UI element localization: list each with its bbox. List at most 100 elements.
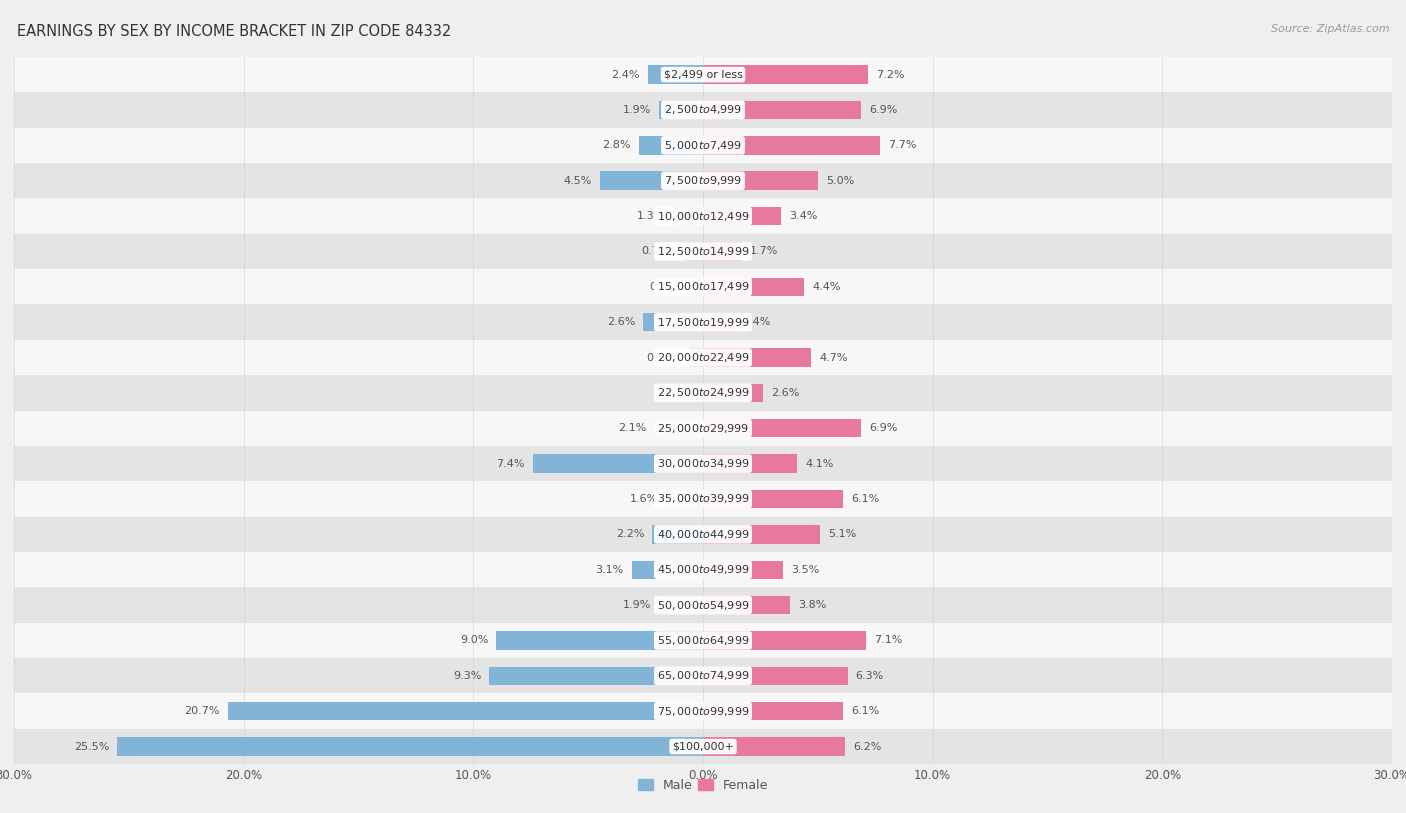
- Text: 0.44%: 0.44%: [650, 282, 685, 292]
- Text: $75,000 to $99,999: $75,000 to $99,999: [657, 705, 749, 718]
- Bar: [703, 101, 862, 120]
- Bar: [496, 631, 703, 650]
- Bar: [631, 560, 703, 579]
- Text: 3.8%: 3.8%: [799, 600, 827, 610]
- Text: $45,000 to $49,999: $45,000 to $49,999: [657, 563, 749, 576]
- Bar: [14, 92, 1392, 128]
- Text: $5,000 to $7,499: $5,000 to $7,499: [664, 139, 742, 152]
- Text: 1.3%: 1.3%: [637, 211, 665, 221]
- Bar: [644, 313, 703, 332]
- Text: $15,000 to $17,499: $15,000 to $17,499: [657, 280, 749, 293]
- Text: 4.7%: 4.7%: [818, 353, 848, 363]
- Bar: [690, 348, 703, 367]
- Bar: [14, 517, 1392, 552]
- Bar: [693, 277, 703, 296]
- Text: Source: ZipAtlas.com: Source: ZipAtlas.com: [1271, 24, 1389, 34]
- Text: $50,000 to $54,999: $50,000 to $54,999: [657, 598, 749, 611]
- Text: 7.7%: 7.7%: [887, 141, 917, 150]
- Text: $100,000+: $100,000+: [672, 741, 734, 751]
- Text: $7,500 to $9,999: $7,500 to $9,999: [664, 174, 742, 187]
- Text: 3.1%: 3.1%: [596, 565, 624, 575]
- Bar: [14, 340, 1392, 375]
- Text: 2.4%: 2.4%: [612, 70, 640, 80]
- Bar: [14, 446, 1392, 481]
- Bar: [655, 419, 703, 437]
- Bar: [638, 136, 703, 154]
- Bar: [673, 207, 703, 225]
- Bar: [14, 163, 1392, 198]
- Text: $2,499 or less: $2,499 or less: [664, 70, 742, 80]
- Text: 0.78%: 0.78%: [641, 246, 678, 256]
- Bar: [14, 693, 1392, 729]
- Text: 9.0%: 9.0%: [460, 636, 488, 646]
- Text: $30,000 to $34,999: $30,000 to $34,999: [657, 457, 749, 470]
- Text: $35,000 to $39,999: $35,000 to $39,999: [657, 493, 749, 506]
- Bar: [703, 242, 742, 261]
- Bar: [14, 198, 1392, 234]
- Text: $12,500 to $14,999: $12,500 to $14,999: [657, 245, 749, 258]
- Bar: [14, 659, 1392, 693]
- Bar: [14, 376, 1392, 411]
- Text: 6.3%: 6.3%: [856, 671, 884, 680]
- Text: 25.5%: 25.5%: [75, 741, 110, 751]
- Bar: [685, 242, 703, 261]
- Bar: [14, 269, 1392, 304]
- Bar: [14, 57, 1392, 92]
- Bar: [228, 702, 703, 720]
- Text: 3.4%: 3.4%: [789, 211, 817, 221]
- Bar: [14, 233, 1392, 269]
- Bar: [652, 525, 703, 544]
- Bar: [599, 172, 703, 190]
- Bar: [14, 587, 1392, 623]
- Bar: [14, 552, 1392, 587]
- Bar: [703, 525, 820, 544]
- Text: 0.1%: 0.1%: [665, 388, 693, 398]
- Legend: Male, Female: Male, Female: [633, 774, 773, 797]
- Text: 6.2%: 6.2%: [853, 741, 882, 751]
- Text: $55,000 to $64,999: $55,000 to $64,999: [657, 634, 749, 647]
- Text: EARNINGS BY SEX BY INCOME BRACKET IN ZIP CODE 84332: EARNINGS BY SEX BY INCOME BRACKET IN ZIP…: [17, 24, 451, 39]
- Text: $2,500 to $4,999: $2,500 to $4,999: [664, 103, 742, 116]
- Text: 0.58%: 0.58%: [647, 353, 682, 363]
- Text: 4.5%: 4.5%: [564, 176, 592, 185]
- Text: 7.4%: 7.4%: [496, 459, 524, 468]
- Bar: [703, 136, 880, 154]
- Text: $10,000 to $12,499: $10,000 to $12,499: [657, 210, 749, 223]
- Bar: [703, 348, 811, 367]
- Text: 4.4%: 4.4%: [813, 282, 841, 292]
- Bar: [659, 596, 703, 615]
- Text: 5.1%: 5.1%: [828, 529, 856, 539]
- Text: 6.9%: 6.9%: [869, 424, 898, 433]
- Bar: [703, 313, 735, 332]
- Bar: [703, 667, 848, 685]
- Text: 5.0%: 5.0%: [825, 176, 853, 185]
- Bar: [14, 729, 1392, 764]
- Bar: [666, 489, 703, 508]
- Bar: [14, 481, 1392, 517]
- Bar: [533, 454, 703, 473]
- Text: 6.1%: 6.1%: [851, 706, 879, 716]
- Bar: [14, 623, 1392, 659]
- Bar: [14, 411, 1392, 446]
- Text: $17,500 to $19,999: $17,500 to $19,999: [657, 315, 749, 328]
- Text: 1.4%: 1.4%: [744, 317, 772, 327]
- Bar: [703, 631, 866, 650]
- Text: $22,500 to $24,999: $22,500 to $24,999: [657, 386, 749, 399]
- Text: 7.1%: 7.1%: [875, 636, 903, 646]
- Text: $25,000 to $29,999: $25,000 to $29,999: [657, 422, 749, 435]
- Text: 3.5%: 3.5%: [792, 565, 820, 575]
- Text: 1.7%: 1.7%: [749, 246, 779, 256]
- Text: 20.7%: 20.7%: [184, 706, 219, 716]
- Text: 6.1%: 6.1%: [851, 494, 879, 504]
- Text: 7.2%: 7.2%: [876, 70, 905, 80]
- Bar: [703, 207, 782, 225]
- Bar: [14, 128, 1392, 163]
- Text: 2.6%: 2.6%: [770, 388, 799, 398]
- Bar: [703, 596, 790, 615]
- Bar: [703, 419, 862, 437]
- Bar: [14, 304, 1392, 340]
- Text: 2.6%: 2.6%: [607, 317, 636, 327]
- Text: $20,000 to $22,499: $20,000 to $22,499: [657, 351, 749, 364]
- Text: 4.1%: 4.1%: [806, 459, 834, 468]
- Text: 2.1%: 2.1%: [619, 424, 647, 433]
